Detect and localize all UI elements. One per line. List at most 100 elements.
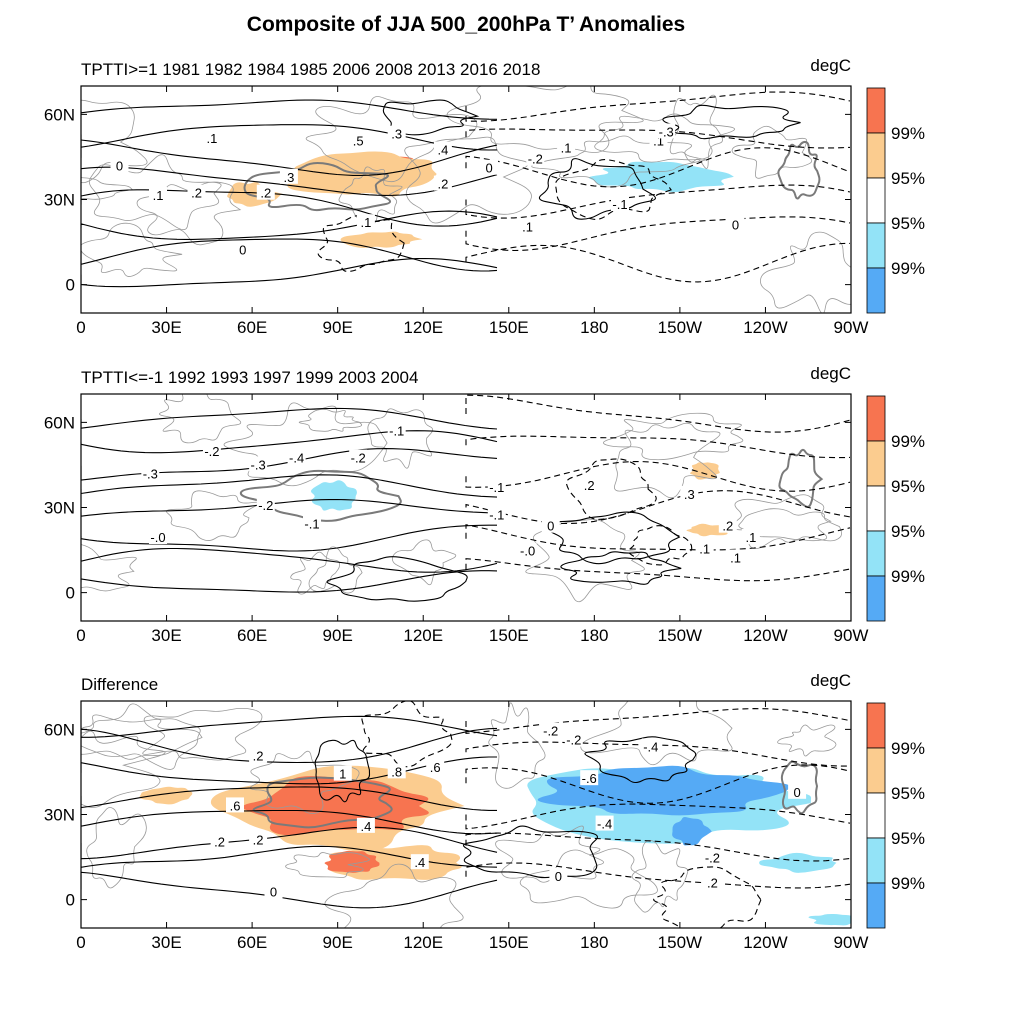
coastline [298, 408, 363, 432]
colorbar-label: 99% [891, 567, 925, 586]
colorbar-segment [866, 530, 886, 577]
contour-label-bg [149, 529, 167, 545]
contour-line-negative [465, 832, 851, 862]
contour-label: -.2 [566, 733, 581, 748]
contour-line-positive [81, 189, 498, 227]
contour-label-bg [595, 815, 614, 831]
contour-label-bg [695, 540, 714, 556]
contour-line [326, 556, 468, 602]
coastline [88, 154, 222, 231]
contour-line-positive [81, 124, 498, 151]
contour-label-bg [303, 515, 321, 531]
map-panel-1: .5.3.4.3.2.2.1.10.10.1-.2.1-.3.2-.1.1 00T… [44, 56, 925, 337]
contour-label: .1 [153, 188, 164, 203]
contour-label-bg [426, 758, 445, 774]
map-field: -.4 -.3 -.2 -.3 -.2 -.1 -.2 -.1 -.1 -.1 0 .1 .2 .3 .2.… [81, 394, 851, 603]
contour-line-positive [81, 727, 498, 764]
contour-line [554, 159, 672, 220]
contour-label-bg [611, 196, 629, 212]
colorbar-segment [866, 87, 886, 134]
y-tick-label: 60N [44, 105, 75, 124]
contour-label-bg [249, 747, 268, 763]
coastline [81, 222, 183, 277]
contour-line-negative [465, 91, 851, 122]
contour-label-bg [202, 442, 221, 458]
contour-label: 0 [116, 158, 123, 173]
contour-label-bg [518, 218, 537, 234]
coastline [580, 701, 733, 766]
contour-label-bg [549, 867, 568, 883]
contour-line [653, 866, 762, 928]
coastline [81, 730, 166, 808]
x-tick-label: 150W [658, 626, 702, 645]
panel-left-label: Difference [81, 675, 158, 694]
contour-label: .1 [522, 220, 533, 235]
contour-line-negative [465, 558, 851, 582]
coastline [81, 177, 134, 200]
contour-label-bg [726, 216, 745, 232]
contour-line-negative [465, 394, 851, 433]
panel-units-label: degC [810, 364, 851, 383]
x-tick-label: 120E [403, 933, 443, 952]
contour-label: -.4 [597, 817, 612, 832]
contour-label: .2 [722, 519, 733, 534]
contour-label-bg [256, 497, 275, 513]
colorbar-label: 95% [891, 829, 925, 848]
contour-line-positive [81, 871, 498, 909]
coastline [777, 724, 837, 757]
y-tick-label: 60N [44, 413, 75, 432]
contour-label: .1 [745, 530, 756, 545]
contour-label-bg [249, 456, 268, 472]
y-tick-label: 0 [66, 276, 75, 295]
contour-label: 0 [555, 869, 562, 884]
colorbar-label: 99% [891, 259, 925, 278]
contour-line [565, 458, 657, 520]
x-tick-label: 120E [403, 626, 443, 645]
coastline [614, 422, 721, 499]
contour-label: .3 [391, 127, 402, 142]
contour-label-bg [249, 831, 268, 847]
contour-label: .6 [230, 798, 241, 813]
contour-label-bg [256, 184, 275, 200]
coastline [446, 86, 644, 153]
significance-area-neg95 [310, 480, 357, 511]
coastline [738, 508, 842, 542]
topography-contour [239, 469, 402, 522]
contour-line-negative [465, 435, 851, 459]
contour-label: 0 [547, 519, 554, 534]
contour-label-bg [387, 125, 406, 141]
contour-line-negative [465, 147, 851, 188]
contour-label-bg [356, 817, 375, 833]
contour-label: 0 [270, 885, 277, 900]
contour-label: 0 [485, 161, 492, 176]
colorbar-segment [866, 702, 886, 749]
contour-label: -.2 [204, 444, 219, 459]
coastline [760, 231, 851, 313]
topography-contour [780, 760, 819, 815]
colorbar-label: 99% [891, 432, 925, 451]
x-tick-label: 150W [658, 318, 702, 337]
contour-line [628, 525, 693, 566]
colorbar-segment [866, 837, 886, 884]
colorbar-segment [866, 267, 886, 314]
coastline [290, 551, 341, 595]
contour-label-bg [487, 506, 506, 522]
contour-label: .1 [561, 140, 572, 155]
coastline [81, 544, 137, 592]
x-tick-label: 90E [323, 933, 353, 952]
contour-line-positive [81, 430, 498, 454]
contour-line-negative [465, 708, 851, 735]
contour-label: -.2 [258, 498, 273, 513]
contour-label-bg [226, 797, 244, 813]
contour-label: .1 [699, 541, 710, 556]
contour-label: .3 [283, 170, 294, 185]
contour-label: -.1 [612, 197, 627, 212]
panels: .5.3.4.3.2.2.1.10.10.1-.2.1-.3.2-.1.1 00T… [44, 56, 925, 952]
contour-line-positive [81, 498, 498, 517]
contour-label: 0 [793, 785, 800, 800]
contour-line-positive [81, 407, 498, 430]
x-tick-label: 0 [76, 318, 85, 337]
contour-line [584, 736, 697, 784]
contour-label-bg [680, 485, 699, 501]
contour-line-negative [465, 242, 851, 283]
